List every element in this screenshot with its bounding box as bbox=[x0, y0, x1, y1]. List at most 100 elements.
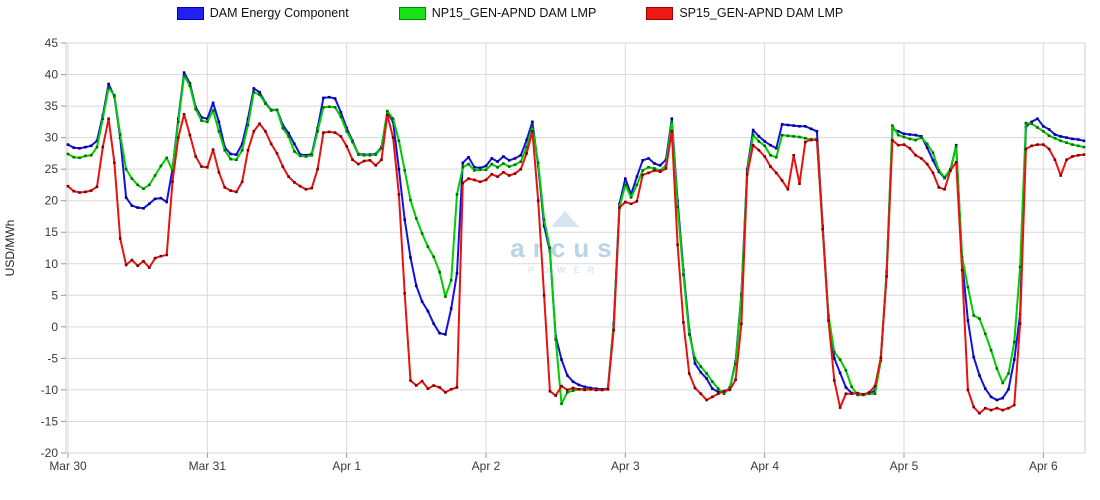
data-point-marker bbox=[322, 106, 325, 109]
data-point-marker bbox=[989, 408, 993, 412]
data-point-marker bbox=[200, 165, 203, 168]
data-point-marker bbox=[937, 186, 941, 189]
data-point-marker bbox=[391, 117, 395, 120]
data-point-marker bbox=[1053, 133, 1057, 136]
arcus-logo-triangle-icon bbox=[551, 211, 579, 227]
data-point-marker bbox=[711, 380, 714, 383]
data-point-marker bbox=[287, 131, 290, 135]
data-point-marker bbox=[269, 109, 273, 112]
data-point-marker bbox=[252, 90, 256, 94]
data-point-marker bbox=[444, 391, 447, 394]
data-point-marker bbox=[397, 167, 401, 171]
data-point-marker bbox=[118, 133, 122, 136]
data-point-marker bbox=[693, 362, 697, 365]
data-point-marker bbox=[72, 155, 76, 159]
data-point-marker bbox=[792, 135, 795, 138]
data-point-marker bbox=[1071, 137, 1074, 141]
data-point-marker bbox=[345, 126, 348, 130]
data-point-marker bbox=[1036, 117, 1039, 120]
data-point-marker bbox=[473, 166, 476, 169]
data-point-marker bbox=[798, 135, 801, 139]
data-point-marker bbox=[757, 140, 761, 143]
data-point-marker bbox=[252, 87, 256, 90]
data-point-marker bbox=[444, 295, 447, 298]
data-point-marker bbox=[560, 358, 563, 361]
data-point-marker bbox=[136, 264, 139, 267]
data-point-marker bbox=[124, 263, 128, 267]
data-point-marker bbox=[577, 388, 581, 391]
watermark: arcus POWER bbox=[480, 211, 650, 275]
data-point-marker bbox=[705, 398, 708, 402]
data-point-marker bbox=[699, 371, 703, 374]
data-point-marker bbox=[316, 167, 319, 171]
data-point-marker bbox=[711, 395, 714, 399]
data-point-marker bbox=[217, 120, 221, 124]
data-point-marker bbox=[1047, 147, 1051, 151]
data-point-marker bbox=[235, 158, 238, 161]
watermark-sub-text: POWER bbox=[527, 265, 602, 275]
data-point-marker bbox=[978, 412, 981, 415]
data-point-marker bbox=[571, 389, 575, 392]
data-point-marker bbox=[931, 171, 935, 175]
data-point-marker bbox=[235, 190, 238, 194]
data-point-marker bbox=[542, 218, 546, 221]
data-point-marker bbox=[1065, 158, 1068, 161]
data-point-marker bbox=[937, 169, 941, 172]
data-point-marker bbox=[838, 358, 842, 361]
data-point-marker bbox=[792, 154, 795, 157]
data-point-marker bbox=[804, 140, 807, 144]
data-point-marker bbox=[949, 169, 952, 172]
legend-item-1[interactable]: NP15_GEN-APND DAM LMP bbox=[398, 6, 596, 20]
data-point-marker bbox=[107, 86, 110, 90]
data-point-marker bbox=[426, 245, 430, 248]
data-point-marker bbox=[606, 388, 610, 391]
data-point-marker bbox=[420, 379, 424, 383]
data-point-marker bbox=[72, 189, 76, 193]
data-point-marker bbox=[304, 155, 308, 158]
y-tick-label: 40 bbox=[45, 68, 59, 82]
data-point-marker bbox=[763, 155, 766, 158]
data-point-marker bbox=[728, 386, 732, 389]
data-point-marker bbox=[745, 172, 749, 176]
data-point-marker bbox=[415, 384, 418, 387]
data-point-marker bbox=[740, 322, 743, 325]
plot-border bbox=[65, 42, 1086, 454]
data-point-marker bbox=[78, 191, 81, 194]
data-point-marker bbox=[275, 108, 279, 112]
data-point-marker bbox=[240, 142, 244, 146]
data-point-marker bbox=[519, 167, 523, 171]
legend-item-0[interactable]: DAM Energy Component bbox=[176, 6, 349, 20]
data-point-marker bbox=[159, 254, 163, 258]
data-point-marker bbox=[775, 147, 778, 150]
data-point-marker bbox=[420, 232, 424, 235]
data-point-marker bbox=[624, 177, 627, 180]
data-point-marker bbox=[194, 107, 197, 111]
data-point-marker bbox=[374, 164, 377, 167]
data-point-marker bbox=[542, 224, 546, 228]
data-point-marker bbox=[84, 190, 87, 194]
data-point-marker bbox=[920, 136, 923, 139]
data-point-marker bbox=[1024, 147, 1028, 151]
data-point-marker bbox=[815, 138, 819, 142]
y-tick-label: 5 bbox=[51, 288, 58, 302]
data-point-marker bbox=[914, 133, 917, 137]
data-point-marker bbox=[252, 130, 256, 133]
series-markers-sp15-gen-apnd-dam-lmp bbox=[66, 113, 1086, 415]
data-point-marker bbox=[1065, 136, 1068, 139]
data-point-marker bbox=[153, 197, 157, 201]
data-point-marker bbox=[1001, 408, 1004, 412]
data-point-marker bbox=[188, 84, 192, 88]
data-point-marker bbox=[833, 357, 836, 360]
data-point-marker bbox=[298, 154, 302, 158]
data-point-marker bbox=[269, 142, 273, 146]
data-point-marker bbox=[984, 406, 987, 410]
data-point-marker bbox=[507, 159, 511, 162]
legend-swatch-icon bbox=[176, 6, 204, 20]
data-point-marker bbox=[769, 154, 772, 157]
data-point-marker bbox=[513, 172, 517, 175]
data-point-marker bbox=[531, 125, 534, 129]
data-point-marker bbox=[217, 171, 221, 174]
legend-item-2[interactable]: SP15_GEN-APND DAM LMP bbox=[646, 6, 843, 20]
data-point-marker bbox=[583, 385, 586, 389]
